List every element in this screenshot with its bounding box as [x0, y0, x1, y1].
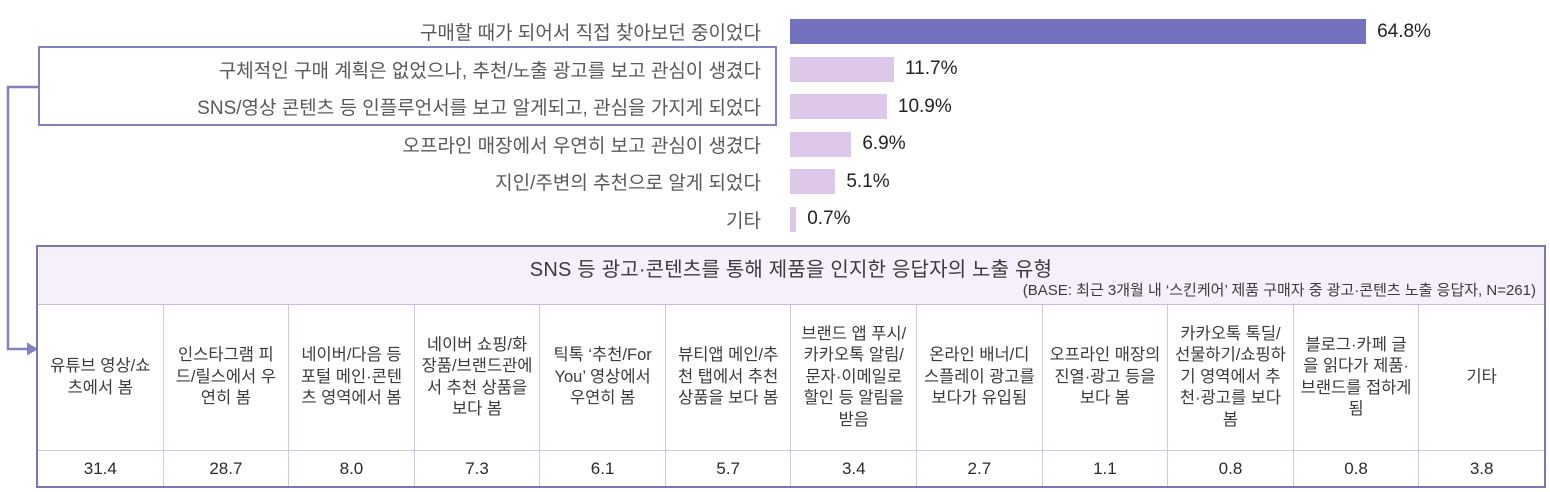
table-header-text: 온라인 배너/디스플레이 광고를 보다가 유입됨 — [923, 346, 1035, 408]
table-title: SNS 등 광고·콘텐츠를 통해 제품을 인지한 응답자의 노출 유형 — [529, 259, 1053, 281]
bar-label: 구체적인 구매 계획은 없었으나, 추천/노출 광고를 보고 관심이 생겼다 — [218, 60, 761, 82]
bar-value-label: 0.7% — [807, 208, 851, 230]
bar-row: 구체적인 구매 계획은 없었으나, 추천/노출 광고를 보고 관심이 생겼다 1… — [0, 51, 1550, 89]
table-value-cell: 5.7 — [666, 451, 792, 486]
table-base-note: (BASE: 최근 3개월 내 ‘스킨케어’ 제품 구매자 중 광고·콘텐츠 노… — [1022, 282, 1536, 299]
awareness-bar-chart: 구매할 때가 되어서 직접 찾아보던 중이었다 64.8% 구체적인 구매 계획… — [0, 13, 1550, 238]
table-value-cell: 2.7 — [917, 451, 1043, 486]
table-value-row: 31.4 28.7 8.0 7.3 6.1 5.7 3.4 2.7 1.1 0.… — [38, 450, 1544, 486]
bar-track: 0.7% — [790, 201, 851, 239]
table-header-cell: 기타 — [1419, 305, 1544, 450]
bar — [790, 19, 1367, 45]
table-header-cell: 카카오톡 톡딜/선물하기/쇼핑하기 영역에서 추천·광고를 보다 봄 — [1168, 305, 1294, 450]
table-title-row: SNS 등 광고·콘텐츠를 통해 제품을 인지한 응답자의 노출 유형 (BAS… — [38, 247, 1544, 305]
table-header-text: 카카오톡 톡딜/선물하기/쇼핑하기 영역에서 추천·광고를 보다 봄 — [1175, 324, 1286, 429]
bar — [790, 94, 887, 120]
table-header-text: 유튜브 영상/쇼츠에서 봄 — [50, 357, 151, 397]
table-header-cell: 틱톡 ‘추천/For You’ 영상에서 우연히 봄 — [540, 305, 666, 450]
table-header-text: 뷰티앱 메인/추천 탭에서 추천 상품을 보다 봄 — [678, 346, 779, 408]
bar-row: 구매할 때가 되어서 직접 찾아보던 중이었다 64.8% — [0, 13, 1550, 51]
bar-label: 구매할 때가 되어서 직접 찾아보던 중이었다 — [419, 23, 761, 45]
table-value-cell: 8.0 — [289, 451, 415, 486]
bar — [790, 56, 894, 82]
bar-value-label: 11.7% — [905, 58, 958, 80]
bar-track: 6.9% — [790, 126, 906, 164]
table-header-text: 네이버/다음 등 포털 메인·콘텐츠 영역에서 봄 — [300, 346, 403, 408]
bar-value-label: 5.1% — [846, 170, 890, 192]
table-value-cell: 3.8 — [1469, 458, 1494, 478]
bar-track: 10.9% — [790, 88, 952, 126]
table-header-text: 오프라인 매장의 진열·광고 등을 보다 봄 — [1049, 346, 1161, 408]
bar-rows: 구매할 때가 되어서 직접 찾아보던 중이었다 64.8% 구체적인 구매 계획… — [0, 13, 1550, 238]
bar — [790, 169, 836, 195]
bar-row: SNS/영상 콘텐츠 등 인플루언서를 보고 알게되고, 관심을 가지게 되었다… — [0, 88, 1550, 126]
table-header-text: 브랜드 앱 푸시/카카오톡 알림/문자·이메일로 할인 등 알림을 받음 — [801, 324, 907, 429]
table-value-cell: 3.4 — [791, 451, 918, 486]
bar-label: SNS/영상 콘텐츠 등 인플루언서를 보고 알게되고, 관심을 가지게 되었다 — [197, 98, 761, 120]
bar-row: 지인/주변의 추천으로 알게 되었다 5.1% — [0, 163, 1550, 201]
table-value-cell: 6.1 — [540, 451, 666, 486]
table-header-cell: 뷰티앱 메인/추천 탭에서 추천 상품을 보다 봄 — [666, 305, 792, 450]
table-value-cell: 28.7 — [164, 451, 290, 486]
bar-label: 오프라인 매장에서 우연히 보고 관심이 생겼다 — [402, 135, 761, 157]
bar-value-label: 10.9% — [897, 95, 952, 117]
table-header-text: 네이버 쇼핑/화장품/브랜드관에서 추천 상품을 보다 봄 — [421, 335, 533, 418]
table-value-cell: 0.8 — [1168, 451, 1294, 486]
table-header-cell: 온라인 배너/디스플레이 광고를 보다가 유입됨 — [917, 305, 1043, 450]
table-header-text: 틱톡 ‘추천/For You’ 영상에서 우연히 봄 — [553, 346, 652, 408]
table-header-cell: 브랜드 앱 푸시/카카오톡 알림/문자·이메일로 할인 등 알림을 받음 — [791, 305, 918, 450]
table-header-cell: 네이버/다음 등 포털 메인·콘텐츠 영역에서 봄 — [289, 305, 415, 450]
highlight-box — [38, 46, 777, 126]
table-header-cell: 유튜브 영상/쇼츠에서 봄 — [38, 305, 164, 450]
table-header-cell: 블로그·카페 글을 읽다가 제품·브랜드를 접하게 됨 — [1294, 305, 1420, 450]
bar — [790, 131, 852, 157]
bar-label: 기타 — [726, 210, 761, 232]
bar-value-label: 6.9% — [862, 133, 906, 155]
table-header-text: 기타 — [1466, 367, 1497, 386]
table-header-cell: 인스타그램 피드/릴스에서 우연히 봄 — [164, 305, 290, 450]
table-value-cell: 0.8 — [1294, 451, 1420, 486]
table-header-cell: 네이버 쇼핑/화장품/브랜드관에서 추천 상품을 보다 봄 — [415, 305, 541, 450]
table-header-text: 인스타그램 피드/릴스에서 우연히 봄 — [175, 346, 276, 408]
bar-row: 기타 0.7% — [0, 201, 1550, 239]
table-value-cell: 7.3 — [415, 451, 541, 486]
table-header-row: 유튜브 영상/쇼츠에서 봄 인스타그램 피드/릴스에서 우연히 봄 네이버/다음… — [38, 305, 1544, 450]
bar-track: 64.8% — [790, 13, 1431, 51]
bar-row: 오프라인 매장에서 우연히 보고 관심이 생겼다 6.9% — [0, 126, 1550, 164]
table-value-cell: 31.4 — [38, 451, 164, 486]
table-value-cell: 1.1 — [1043, 451, 1169, 486]
bar-track: 5.1% — [790, 163, 890, 201]
bar-track: 11.7% — [790, 51, 957, 89]
bar-value-label: 64.8% — [1377, 20, 1431, 42]
bar-label: 지인/주변의 추천으로 알게 되었다 — [495, 173, 761, 195]
table-header-cell: 오프라인 매장의 진열·광고 등을 보다 봄 — [1043, 305, 1169, 450]
exposure-table: SNS 등 광고·콘텐츠를 통해 제품을 인지한 응답자의 노출 유형 (BAS… — [36, 245, 1546, 488]
bar — [790, 206, 797, 232]
table-header-text: 블로그·카페 글을 읽다가 제품·브랜드를 접하게 됨 — [1300, 335, 1412, 418]
